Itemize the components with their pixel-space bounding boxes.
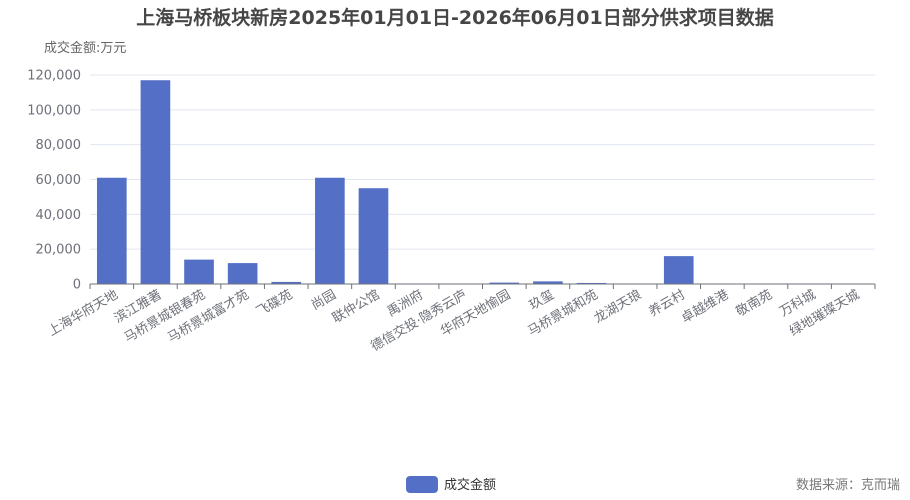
bar[interactable] — [315, 177, 345, 284]
x-tick-label: 龙湖天琅 — [592, 287, 645, 326]
gridlines — [90, 74, 875, 250]
y-tick-label: 20,000 — [36, 243, 82, 258]
x-tick-label: 尚园 — [309, 287, 339, 313]
y-axis-ticks: 0 20,000 40,000 60,000 80,000 100,000 120,000 — [27, 69, 81, 293]
x-tick-label: 敬南苑 — [733, 287, 775, 320]
bar[interactable] — [576, 282, 607, 284]
x-tick-label: 飞碟苑 — [254, 287, 295, 319]
bars — [96, 80, 869, 284]
chart-title: 上海马桥板块新房2025年01月01日-2026年06月01日部分供求项目数据 — [136, 6, 773, 29]
bar[interactable] — [489, 282, 520, 284]
y-tick-label: 80,000 — [36, 138, 82, 153]
source-note: 数据来源：克而瑞 — [796, 478, 900, 493]
bar[interactable] — [271, 281, 302, 284]
x-tick-label: 上海华府天地 — [46, 287, 121, 339]
legend-label[interactable]: 成交金额 — [444, 477, 496, 493]
x-tick-label: 卓越维港 — [679, 287, 732, 326]
bar[interactable] — [663, 256, 694, 284]
y-tick-label: 40,000 — [36, 208, 82, 223]
bar[interactable] — [358, 188, 389, 284]
y-tick-label: 60,000 — [36, 173, 82, 188]
bar[interactable] — [96, 177, 127, 284]
bar[interactable] — [533, 281, 563, 284]
bar[interactable] — [184, 259, 214, 284]
bar[interactable] — [227, 263, 258, 284]
y-tick-label: 100,000 — [27, 103, 81, 118]
y-axis-label: 成交金额:万元 — [44, 40, 126, 56]
bar[interactable] — [140, 80, 171, 284]
legend-swatch[interactable] — [406, 476, 438, 493]
x-tick-label: 玖玺 — [526, 287, 557, 314]
y-tick-label: 0 — [73, 278, 81, 293]
y-tick-label: 120,000 — [27, 69, 81, 84]
legend[interactable]: 成交金额 — [406, 476, 496, 493]
x-tick-label: 联仲公馆 — [330, 287, 383, 326]
